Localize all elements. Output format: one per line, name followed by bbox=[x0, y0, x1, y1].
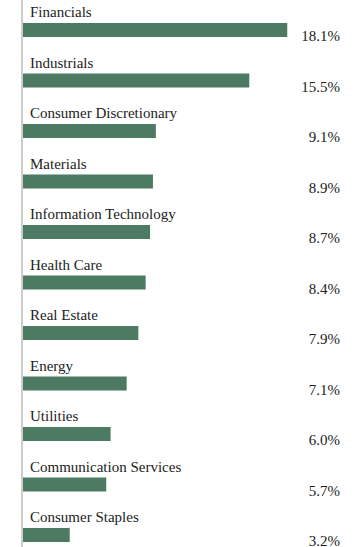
bar bbox=[23, 478, 106, 492]
data-label: 9.1% bbox=[309, 129, 340, 145]
category-label: Communication Services bbox=[30, 459, 181, 475]
data-label: 8.9% bbox=[309, 180, 340, 196]
bars bbox=[23, 23, 287, 542]
bar bbox=[23, 74, 249, 88]
bar bbox=[23, 427, 111, 441]
bar bbox=[23, 124, 156, 138]
data-label: 7.1% bbox=[309, 382, 340, 398]
axis-line bbox=[22, 0, 23, 547]
bar bbox=[23, 326, 138, 340]
data-label: 8.7% bbox=[309, 230, 340, 246]
category-label: Financials bbox=[30, 4, 92, 20]
category-label: Information Technology bbox=[30, 206, 176, 222]
category-label: Industrials bbox=[30, 55, 93, 71]
data-label: 15.5% bbox=[301, 79, 340, 95]
chart: Financials 18.1% Industrials 15.5% Consumer … bbox=[0, 0, 360, 547]
bar bbox=[23, 175, 153, 189]
data-label: 6.0% bbox=[309, 432, 340, 448]
category-label: Energy bbox=[30, 358, 74, 374]
data-label: 3.2% bbox=[309, 533, 340, 547]
category-label: Materials bbox=[30, 156, 87, 172]
bar bbox=[23, 225, 150, 239]
category-label: Consumer Discretionary bbox=[30, 105, 178, 121]
data-label: 8.4% bbox=[309, 281, 340, 297]
category-label: Utilities bbox=[30, 408, 78, 424]
bar bbox=[23, 377, 127, 391]
category-label: Health Care bbox=[30, 257, 102, 273]
bar bbox=[23, 23, 287, 37]
bar bbox=[23, 528, 70, 542]
category-label: Consumer Staples bbox=[30, 509, 139, 525]
data-label: 7.9% bbox=[309, 331, 340, 347]
category-label: Real Estate bbox=[30, 307, 98, 323]
labels: Financials 18.1% Industrials 15.5% Consumer … bbox=[30, 4, 340, 547]
data-label: 18.1% bbox=[301, 28, 340, 44]
data-label: 5.7% bbox=[309, 483, 340, 499]
chart-container: Financials 18.1% Industrials 15.5% Consumer … bbox=[0, 0, 360, 547]
bar bbox=[23, 276, 146, 290]
